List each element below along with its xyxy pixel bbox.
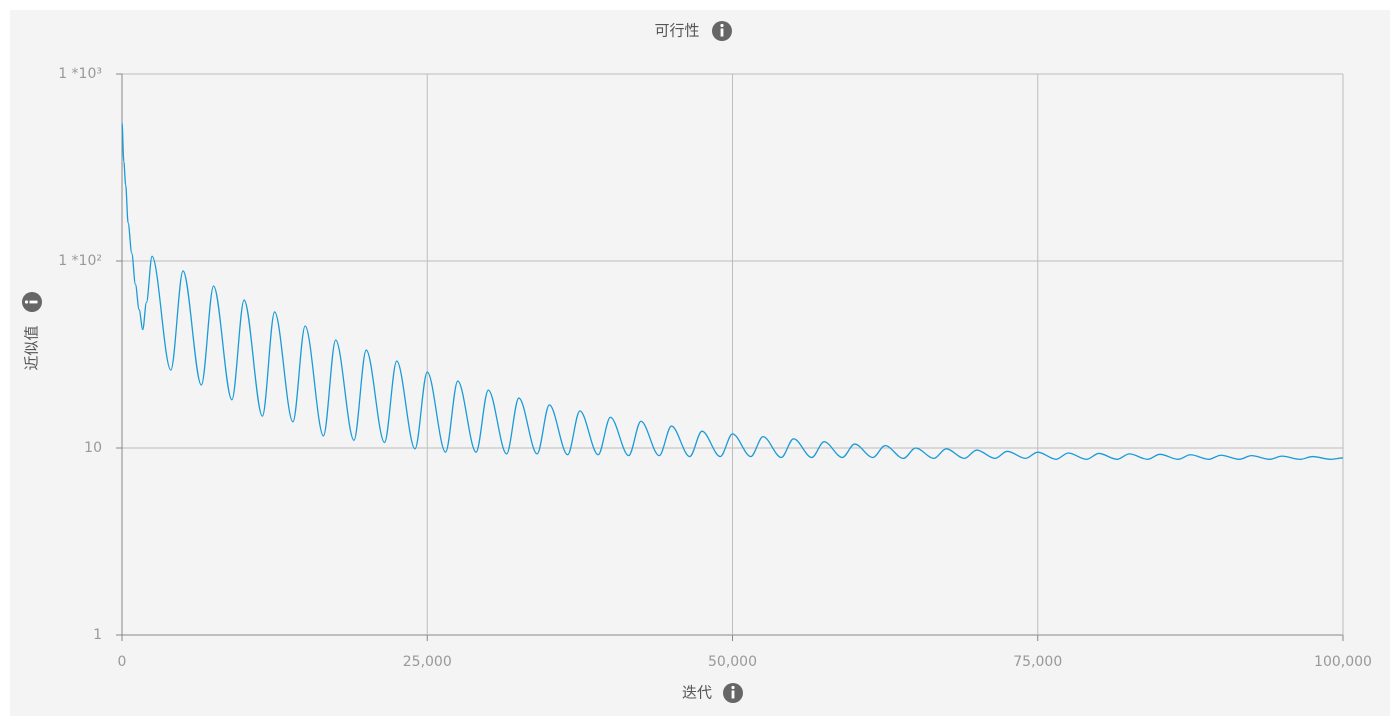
y-tick-label: 1 *10³ (58, 66, 102, 82)
x-tick-label: 25,000 (403, 654, 452, 670)
x-tick-label: 100,000 (1314, 654, 1372, 670)
panel (10, 10, 1390, 716)
info-icon[interactable] (22, 292, 42, 312)
data-line (121, 121, 1344, 460)
x-tick-label: 50,000 (708, 654, 757, 670)
y-tick-label: 1 *10² (58, 253, 102, 269)
y-tick-label: 10 (84, 440, 102, 456)
x-axis-label: 迭代 (682, 684, 712, 702)
x-tick-label: 0 (118, 654, 127, 670)
info-icon[interactable] (712, 21, 732, 41)
chart-title: 可行性 (654, 22, 699, 40)
y-tick-label: 1 (93, 627, 102, 643)
y-axis-label: 近似值 (23, 325, 41, 370)
info-icon[interactable] (723, 683, 743, 703)
x-tick-label: 75,000 (1013, 654, 1062, 670)
